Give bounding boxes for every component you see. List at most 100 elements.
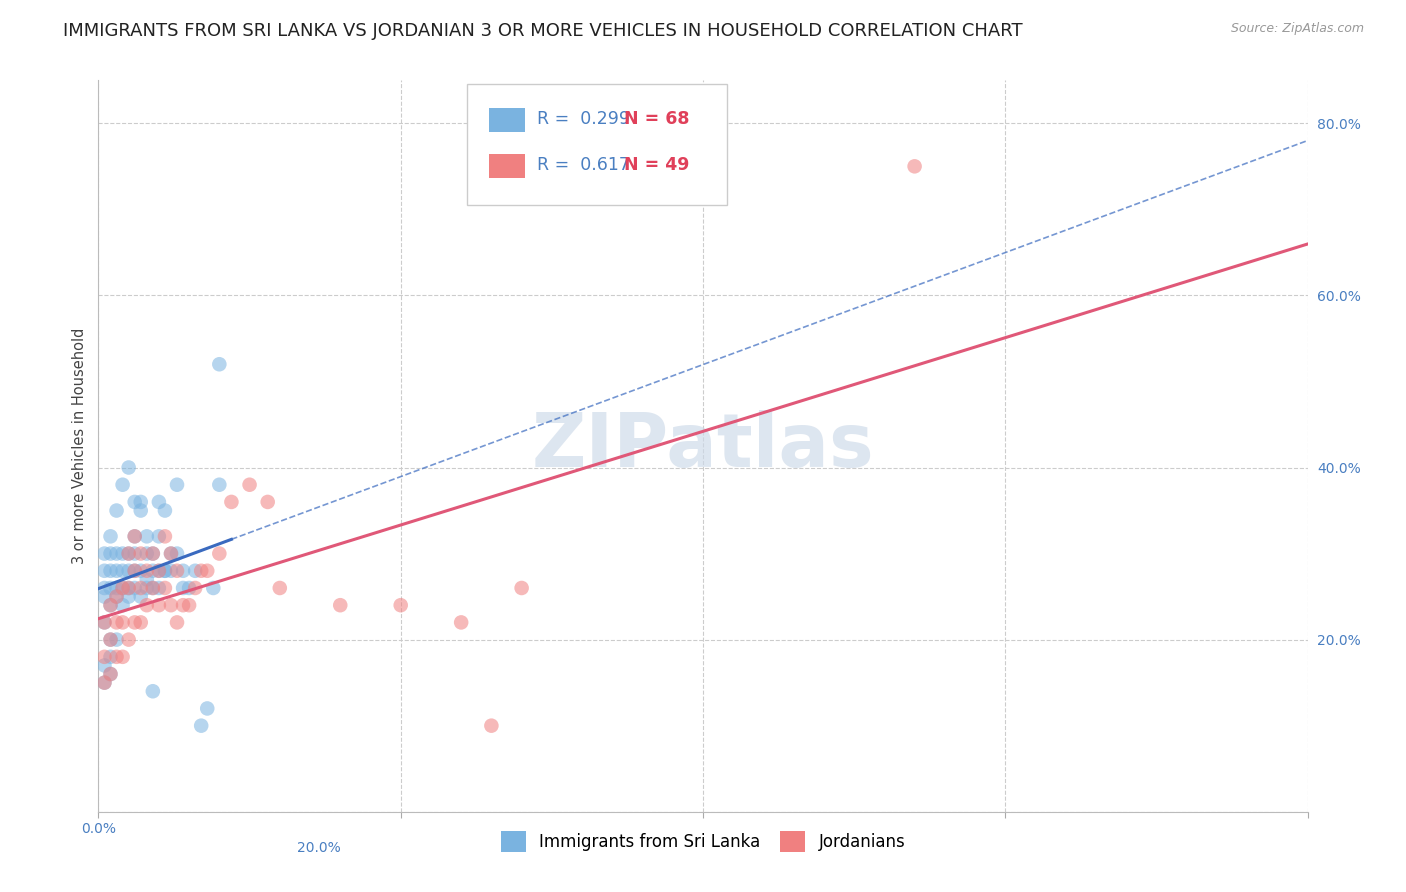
Point bbox=[118, 564, 141, 578]
Point bbox=[148, 598, 170, 612]
Point bbox=[93, 675, 115, 690]
Point bbox=[142, 547, 165, 561]
Point bbox=[389, 598, 412, 612]
Point bbox=[450, 615, 472, 630]
Point bbox=[124, 564, 146, 578]
Text: IMMIGRANTS FROM SRI LANKA VS JORDANIAN 3 OR MORE VEHICLES IN HOUSEHOLD CORRELATI: IMMIGRANTS FROM SRI LANKA VS JORDANIAN 3… bbox=[63, 22, 1024, 40]
Point bbox=[208, 477, 231, 491]
Point bbox=[118, 581, 141, 595]
Point bbox=[481, 719, 503, 733]
Point bbox=[118, 460, 141, 475]
Point bbox=[93, 649, 115, 664]
Point bbox=[195, 564, 218, 578]
Point bbox=[124, 495, 146, 509]
FancyBboxPatch shape bbox=[467, 84, 727, 204]
Point bbox=[118, 547, 141, 561]
Point bbox=[135, 581, 157, 595]
Point bbox=[118, 547, 141, 561]
Point bbox=[135, 573, 157, 587]
Point bbox=[190, 564, 212, 578]
Text: ZIPatlas: ZIPatlas bbox=[531, 409, 875, 483]
Point bbox=[100, 598, 122, 612]
Legend: Immigrants from Sri Lanka, Jordanians: Immigrants from Sri Lanka, Jordanians bbox=[494, 824, 912, 858]
Point bbox=[179, 581, 201, 595]
Point bbox=[153, 503, 176, 517]
Point bbox=[129, 564, 152, 578]
Point bbox=[100, 581, 122, 595]
Point bbox=[510, 581, 533, 595]
Text: R =  0.617: R = 0.617 bbox=[537, 156, 630, 174]
Point bbox=[111, 477, 134, 491]
Point bbox=[269, 581, 291, 595]
Point bbox=[105, 564, 128, 578]
Point bbox=[208, 547, 231, 561]
Point bbox=[142, 564, 165, 578]
Point bbox=[195, 701, 218, 715]
Point bbox=[118, 590, 141, 604]
Point bbox=[135, 529, 157, 543]
Point bbox=[93, 615, 115, 630]
Point bbox=[124, 581, 146, 595]
Point bbox=[100, 529, 122, 543]
Text: 20.0%: 20.0% bbox=[297, 841, 340, 855]
Point bbox=[111, 564, 134, 578]
Point bbox=[100, 649, 122, 664]
Point bbox=[100, 564, 122, 578]
Point bbox=[153, 581, 176, 595]
Point bbox=[172, 581, 194, 595]
Point bbox=[166, 564, 188, 578]
Point bbox=[100, 598, 122, 612]
Point bbox=[100, 547, 122, 561]
Text: N = 68: N = 68 bbox=[624, 110, 690, 128]
Point bbox=[118, 632, 141, 647]
Point bbox=[129, 495, 152, 509]
Point bbox=[172, 564, 194, 578]
Point bbox=[124, 564, 146, 578]
Point bbox=[190, 719, 212, 733]
Point bbox=[105, 547, 128, 561]
Point bbox=[129, 503, 152, 517]
Point bbox=[166, 477, 188, 491]
Point bbox=[153, 564, 176, 578]
Y-axis label: 3 or more Vehicles in Household: 3 or more Vehicles in Household bbox=[72, 328, 87, 564]
Point bbox=[93, 658, 115, 673]
Text: Source: ZipAtlas.com: Source: ZipAtlas.com bbox=[1230, 22, 1364, 36]
Point bbox=[93, 547, 115, 561]
Point bbox=[153, 564, 176, 578]
Point bbox=[221, 495, 243, 509]
Point bbox=[160, 547, 183, 561]
Point bbox=[118, 581, 141, 595]
Point bbox=[124, 529, 146, 543]
Point bbox=[111, 649, 134, 664]
Point bbox=[129, 615, 152, 630]
Point bbox=[111, 547, 134, 561]
Point bbox=[100, 632, 122, 647]
FancyBboxPatch shape bbox=[489, 154, 526, 178]
Point bbox=[105, 590, 128, 604]
Point bbox=[148, 564, 170, 578]
Point bbox=[142, 684, 165, 698]
Point bbox=[172, 598, 194, 612]
Point bbox=[142, 581, 165, 595]
Point bbox=[135, 598, 157, 612]
Point bbox=[148, 529, 170, 543]
Point bbox=[160, 598, 183, 612]
Point bbox=[329, 598, 352, 612]
Point bbox=[129, 590, 152, 604]
Point bbox=[93, 590, 115, 604]
Point bbox=[105, 590, 128, 604]
Point bbox=[148, 581, 170, 595]
Point bbox=[166, 547, 188, 561]
Point bbox=[129, 581, 152, 595]
Point bbox=[135, 564, 157, 578]
Point bbox=[184, 581, 207, 595]
Point bbox=[124, 529, 146, 543]
Point bbox=[93, 564, 115, 578]
Point bbox=[256, 495, 278, 509]
Point bbox=[184, 564, 207, 578]
Point bbox=[105, 615, 128, 630]
Point bbox=[904, 159, 927, 173]
Point bbox=[93, 581, 115, 595]
Point bbox=[135, 547, 157, 561]
Point bbox=[148, 564, 170, 578]
